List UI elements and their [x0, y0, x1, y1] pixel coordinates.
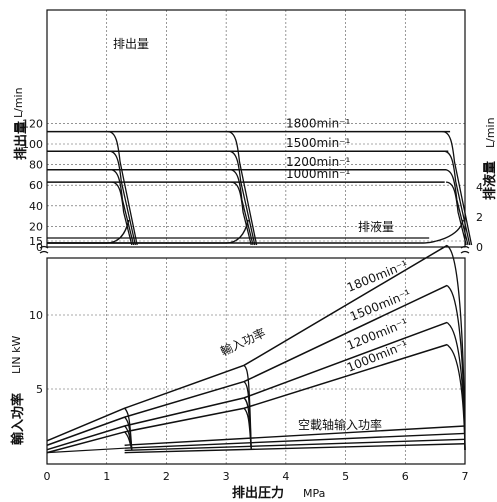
- power-curve: [46, 284, 448, 446]
- x-axis-unit: MPa: [303, 487, 325, 500]
- power-y-tick: 10: [29, 309, 43, 322]
- flow-series-label: 1500min⁻¹: [286, 136, 351, 150]
- drain-y-axis-unit: L/min: [484, 117, 497, 148]
- x-axis-label: 排出圧力: [232, 485, 284, 501]
- pressure-x-tick: 7: [462, 470, 469, 483]
- pressure-x-tick: 3: [223, 470, 230, 483]
- power-grid: [47, 240, 465, 464]
- drain-curve: [47, 219, 249, 244]
- power-cutoff-curve: [446, 284, 466, 451]
- no-load-power-line: [124, 425, 466, 446]
- pressure-x-tick: 6: [402, 470, 409, 483]
- drain-y-ticks: 0 2 4: [476, 181, 483, 254]
- power-panel: 5 10 15 0 1 2 3 4 5 6 7 1800min⁻¹1500min⁻¹1200min…: [10, 235, 469, 501]
- flow-cutoff-curve: [228, 150, 256, 246]
- power-plot-frame: [46, 257, 466, 465]
- flow-y-tick: 20: [29, 220, 43, 233]
- power-y-ticks: 5 10 15: [29, 235, 43, 396]
- flow-cutoff-curve: [109, 150, 137, 246]
- left-axis-break: [39, 245, 49, 254]
- no-load-power-line: [124, 438, 466, 452]
- flow-y-tick: 40: [29, 200, 43, 213]
- drain-y-tick: 4: [476, 181, 483, 194]
- no-load-power-annotation: 空載轴输入功率: [298, 417, 382, 432]
- pressure-x-tick: 5: [342, 470, 349, 483]
- no-load-power-line: [46, 447, 125, 454]
- flow-y-tick: 60: [29, 179, 43, 192]
- flow-y-ticks: 0 20 40 60 80 100 120: [22, 117, 43, 254]
- flow-y-tick: 120: [22, 117, 43, 130]
- flow-cutoff-curve: [110, 169, 135, 246]
- axis-break-marks: [39, 245, 470, 254]
- flow-grid: [47, 10, 465, 247]
- drain-y-tick: 0: [476, 241, 483, 254]
- flow-y-axis-label: 排出量: [13, 121, 29, 160]
- drain-curve: [47, 219, 130, 244]
- power-curve: [46, 244, 448, 442]
- power-curves: [46, 244, 466, 454]
- flow-cutoff-curve: [443, 150, 471, 246]
- flow-y-tick: 80: [29, 159, 43, 172]
- flow-curves: [47, 130, 473, 246]
- flow-cutoff-curve: [111, 181, 133, 246]
- flow-cutoff-curve: [442, 130, 473, 246]
- pressure-x-ticks: 0 1 2 3 4 5 6 7: [44, 470, 469, 483]
- flow-cutoff-curve: [230, 181, 252, 246]
- flow-y-tick: 0: [36, 241, 43, 254]
- flow-series-label: 1800min⁻¹: [286, 117, 351, 131]
- flow-annotation: 排出量: [113, 37, 149, 51]
- power-y-axis-unit: LIN kW: [10, 336, 23, 374]
- right-axis-break: [460, 245, 470, 254]
- drain-y-axis-label: 排液量: [482, 161, 497, 200]
- flow-y-axis-unit: L/min: [12, 87, 25, 118]
- power-curve: [46, 343, 448, 454]
- no-load-power-line: [124, 443, 466, 454]
- flow-plot-frame: [46, 9, 466, 248]
- drain-curve: [47, 219, 464, 244]
- no-load-power-line: [124, 432, 466, 449]
- power-y-tick: 5: [36, 383, 43, 396]
- power-cutoff-curve: [446, 344, 466, 451]
- flow-cutoff-curve: [227, 130, 258, 246]
- drain-annotation: 排液量: [358, 219, 394, 234]
- flow-series-label: 1200min⁻¹: [286, 155, 351, 169]
- flow-series-label: 1000min⁻¹: [286, 167, 351, 181]
- drain-y-tick: 2: [476, 211, 483, 224]
- pressure-x-tick: 1: [103, 470, 110, 483]
- flow-y-tick: 100: [22, 138, 43, 151]
- flow-cutoff-curve: [107, 130, 138, 246]
- power-curve: [46, 321, 448, 451]
- input-power-annotation: 輸入功率: [218, 325, 268, 359]
- power-y-axis-label: 輸入功率: [10, 393, 26, 445]
- pressure-x-tick: 2: [163, 470, 170, 483]
- pressure-x-tick: 0: [44, 470, 51, 483]
- flow-cutoff-curve: [445, 181, 467, 246]
- pressure-x-tick: 4: [282, 470, 289, 483]
- flow-cutoff-curve: [229, 169, 254, 246]
- power-y-tick: 15: [29, 235, 43, 248]
